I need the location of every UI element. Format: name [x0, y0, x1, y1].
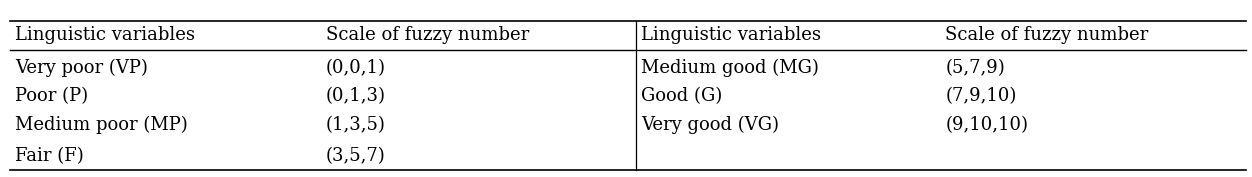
Text: Medium good (MG): Medium good (MG) — [641, 59, 819, 77]
Text: Scale of fuzzy number: Scale of fuzzy number — [326, 26, 528, 44]
Text: Linguistic variables: Linguistic variables — [641, 26, 821, 44]
Text: (3,5,7): (3,5,7) — [326, 147, 386, 165]
Text: (1,3,5): (1,3,5) — [326, 116, 386, 134]
Text: (7,9,10): (7,9,10) — [945, 87, 1017, 105]
Text: Fair (F): Fair (F) — [15, 147, 84, 165]
Text: (5,7,9): (5,7,9) — [945, 59, 1005, 77]
Text: Good (G): Good (G) — [641, 87, 722, 105]
Text: Linguistic variables: Linguistic variables — [15, 26, 195, 44]
Text: Medium poor (MP): Medium poor (MP) — [15, 116, 188, 134]
Text: (0,1,3): (0,1,3) — [326, 87, 386, 105]
Text: Very good (VG): Very good (VG) — [641, 116, 779, 134]
Text: (9,10,10): (9,10,10) — [945, 116, 1028, 134]
Text: Scale of fuzzy number: Scale of fuzzy number — [945, 26, 1148, 44]
Text: Very poor (VP): Very poor (VP) — [15, 59, 148, 77]
Text: Poor (P): Poor (P) — [15, 87, 88, 105]
Text: (0,0,1): (0,0,1) — [326, 59, 386, 77]
